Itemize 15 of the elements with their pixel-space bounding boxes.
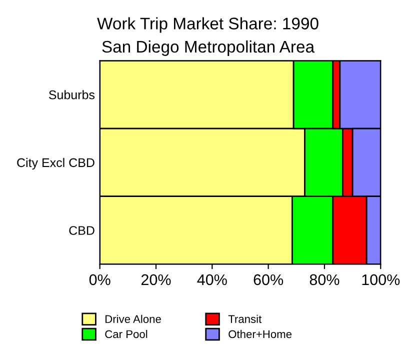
x-tick-label: 40% xyxy=(197,274,227,286)
chart-title: Work Trip Market Share: 1990 xyxy=(97,17,318,33)
chart-subtitle: San Diego Metropolitan Area xyxy=(102,40,315,56)
x-tick-label: 20% xyxy=(141,274,171,286)
y-tick-label: CBD xyxy=(69,226,94,235)
y-tick-label: Suburbs xyxy=(48,90,95,100)
x-tick-label: 80% xyxy=(310,274,340,286)
x-tick-label: 100% xyxy=(362,274,400,286)
y-tick-label: City Excl CBD xyxy=(17,158,94,170)
legend-label: Car Pool xyxy=(105,330,148,338)
x-tick-label: 60% xyxy=(254,274,284,286)
x-tick-label: 0% xyxy=(89,274,110,286)
legend-label: Transit xyxy=(228,314,262,324)
legend-label: Drive Alone xyxy=(106,314,161,324)
legend-label: Other+Home xyxy=(228,330,292,338)
